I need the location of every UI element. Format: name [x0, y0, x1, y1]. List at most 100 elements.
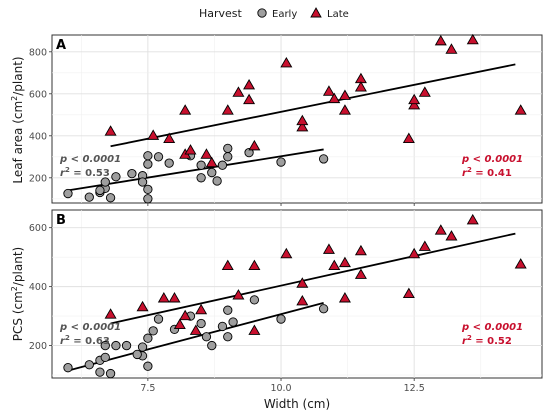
panel-b-late-point — [296, 294, 309, 306]
panel-b-early-point — [223, 332, 233, 342]
panel-b-frame — [51, 209, 543, 379]
panel-b-late-point — [354, 268, 367, 279]
panel-a-early-point — [84, 192, 94, 202]
panel-a-early-point — [217, 160, 228, 170]
panel-b-ylabel-pre: PCS (cm — [11, 291, 25, 341]
panel-b-early-point — [143, 333, 153, 343]
panel-b-early-point — [201, 332, 212, 342]
panel-a-late-point — [104, 125, 117, 136]
panel-a-early-p: p < 0.0001 — [59, 154, 121, 165]
panel-a-early-point — [105, 193, 116, 203]
panel-b-early-point — [148, 326, 158, 336]
panel-b-y-axis-title: PCS (cm2/plant) — [10, 247, 25, 341]
panel-b-late-point — [248, 324, 261, 335]
panel-b-late-point — [354, 244, 367, 256]
panel-b-late-r2: r2 = 0.52 — [462, 334, 512, 347]
panel-b-early-point — [196, 318, 206, 329]
panel-a-late-point — [354, 81, 367, 92]
panel-a-late-trend-line — [110, 63, 516, 148]
panel-b-late-point — [296, 277, 309, 288]
legend-late-marker — [310, 7, 322, 18]
panel-b-early-point — [223, 305, 233, 315]
panel-b-ylabel-post: /plant) — [11, 247, 25, 286]
x-axis-ticks: 7.5 10.0 12.5 — [140, 203, 425, 394]
panel-a-late-point — [418, 86, 431, 97]
panel-a-late-point — [514, 104, 527, 115]
panel-b-early-trend-line — [67, 301, 324, 372]
panel-a-late-point — [338, 89, 351, 100]
panel-a-early-point — [143, 194, 153, 204]
panel-a-early-point — [164, 158, 174, 168]
panel-b-early-point — [228, 317, 238, 327]
panel-b-late-point — [434, 224, 447, 235]
panel-b-early-point — [63, 363, 73, 373]
panel-b-late-point — [195, 303, 208, 315]
panel-a-late-point — [221, 104, 234, 115]
panel-b-late-trend-line — [110, 232, 516, 325]
panel-a-early-point — [276, 157, 286, 167]
panel-b-early-point — [153, 314, 164, 324]
panel-a-late-point — [205, 156, 218, 168]
panel-a-early-point — [223, 143, 233, 154]
panel-b-tag: B — [56, 213, 66, 228]
panel-a-late-point — [232, 86, 245, 97]
panel-b-early-r2: r2 = 0.63 — [60, 334, 110, 347]
panel-b-y-tick-label: 600 — [29, 223, 47, 234]
panel-a-late-point — [296, 120, 309, 132]
panel-a-early-stats: p < 0.0001 r2 = 0.53 — [59, 154, 121, 179]
panel-a-late-point — [163, 132, 176, 143]
panel-b-grid — [52, 210, 542, 378]
panel-a-late-point — [243, 93, 256, 105]
panel-b-early-point — [318, 304, 329, 314]
legend: Harvest Early Late — [199, 7, 349, 20]
panel-a-early-point — [143, 184, 153, 195]
panel-b-late-point — [157, 292, 170, 303]
x-tick-label: 10.0 — [270, 383, 291, 394]
x-tick-label: 7.5 — [140, 383, 155, 394]
panel-a-early-r2-value: 0.53 — [85, 168, 110, 179]
panel-a-late-point — [248, 139, 261, 151]
panel-b-late-point — [466, 213, 479, 225]
panel-b-early-point — [105, 368, 116, 379]
panel-a-late-p: p < 0.0001 — [461, 154, 523, 165]
panel-a-early-trend-line — [67, 148, 324, 192]
panel-a-early-point — [100, 177, 110, 187]
panel-a-late-point — [179, 104, 192, 115]
panel-a-late-point — [147, 129, 160, 140]
panel-b-late-point — [280, 247, 293, 259]
panel-b-early-point — [84, 360, 94, 370]
panel-b-early-point — [217, 321, 228, 332]
panel-b-early-point — [143, 361, 153, 371]
panel-b-late-point — [322, 243, 335, 254]
panel-b-early-point — [276, 314, 286, 324]
panel-b-late-point — [221, 259, 234, 271]
panel-a-tag: A — [56, 38, 66, 53]
panel-a-early-point — [196, 173, 206, 183]
panel-b-late-point — [248, 259, 261, 271]
panel-a-early-point — [196, 160, 206, 170]
panel-a-late-point — [402, 132, 415, 143]
panel-a-late-point — [322, 85, 335, 96]
panel-b-late-point — [402, 287, 415, 299]
panel-a-y-tick-label: 200 — [29, 173, 47, 184]
panel-b-early-point — [249, 295, 260, 305]
panel-b-late-point — [338, 292, 351, 303]
panel-a-early-point — [244, 147, 254, 158]
panel-b-late-point — [338, 256, 351, 268]
panel-a-late-point — [338, 104, 351, 115]
panel-b-late-point — [514, 258, 527, 269]
panel-b-late-point — [179, 309, 192, 321]
panel-b-late-r2-value: 0.52 — [487, 336, 512, 347]
panel-a-early-point — [153, 152, 164, 162]
panel-a-y-tick-label: 800 — [29, 47, 47, 58]
panel-a: A 200 400 600 800 Leaf area (cm2/plant) p <… — [10, 33, 543, 204]
panel-a-late-point — [184, 144, 197, 155]
panel-a-late-point — [408, 98, 421, 110]
legend-late-label: Late — [327, 9, 349, 20]
panel-b-y-tick-label: 200 — [29, 341, 47, 352]
panel-a-late-point — [434, 34, 447, 46]
legend-title: Harvest — [199, 7, 243, 20]
panel-a-ylabel-post: /plant) — [11, 56, 25, 95]
panel-b-y-tick-label: 400 — [29, 282, 47, 293]
